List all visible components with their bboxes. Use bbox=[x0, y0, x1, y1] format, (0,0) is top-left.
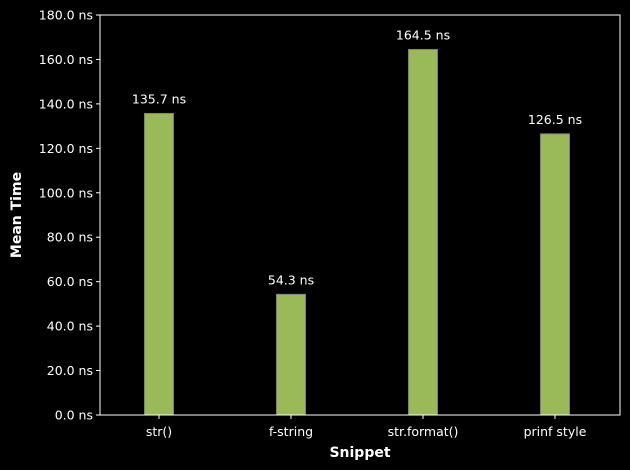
y-tick-label: 100.0 ns bbox=[39, 185, 93, 200]
x-tick-label: str() bbox=[146, 424, 172, 439]
y-axis-label: Mean Time bbox=[9, 172, 25, 258]
y-tick-label: 160.0 ns bbox=[39, 52, 93, 67]
bar bbox=[276, 293, 306, 416]
y-tick-label: 140.0 ns bbox=[39, 96, 93, 111]
x-tick-label: f-string bbox=[269, 424, 313, 439]
y-tick-label: 40.0 ns bbox=[47, 319, 93, 334]
y-tick-label: 0.0 ns bbox=[55, 408, 93, 423]
x-axis-label: Snippet bbox=[329, 445, 390, 461]
bars-group bbox=[144, 48, 570, 416]
bar-value-label: 135.7 ns bbox=[132, 91, 186, 106]
x-axis-ticks: str() f-string str.format() prinf style bbox=[146, 415, 587, 439]
bar bbox=[540, 133, 570, 416]
x-tick-label: str.format() bbox=[388, 424, 459, 439]
y-tick-label: 20.0 ns bbox=[47, 363, 93, 378]
data-labels-group: 135.7 ns 54.3 ns 164.5 ns 126.5 ns bbox=[132, 27, 582, 287]
y-tick-label: 120.0 ns bbox=[39, 141, 93, 156]
bar-value-label: 126.5 ns bbox=[528, 112, 582, 127]
plot-frame bbox=[99, 14, 621, 416]
bar bbox=[408, 48, 438, 416]
y-tick-label: 80.0 ns bbox=[47, 230, 93, 245]
bar bbox=[144, 112, 174, 416]
x-tick-label: prinf style bbox=[524, 424, 587, 439]
y-tick-label: 60.0 ns bbox=[47, 274, 93, 289]
y-tick-label: 180.0 ns bbox=[39, 8, 93, 23]
y-axis-ticks: 0.0 ns 20.0 ns 40.0 ns 60.0 ns 80.0 ns 100.0 … bbox=[39, 8, 100, 423]
bar-value-label: 54.3 ns bbox=[268, 272, 314, 287]
bar-value-label: 164.5 ns bbox=[396, 27, 450, 42]
